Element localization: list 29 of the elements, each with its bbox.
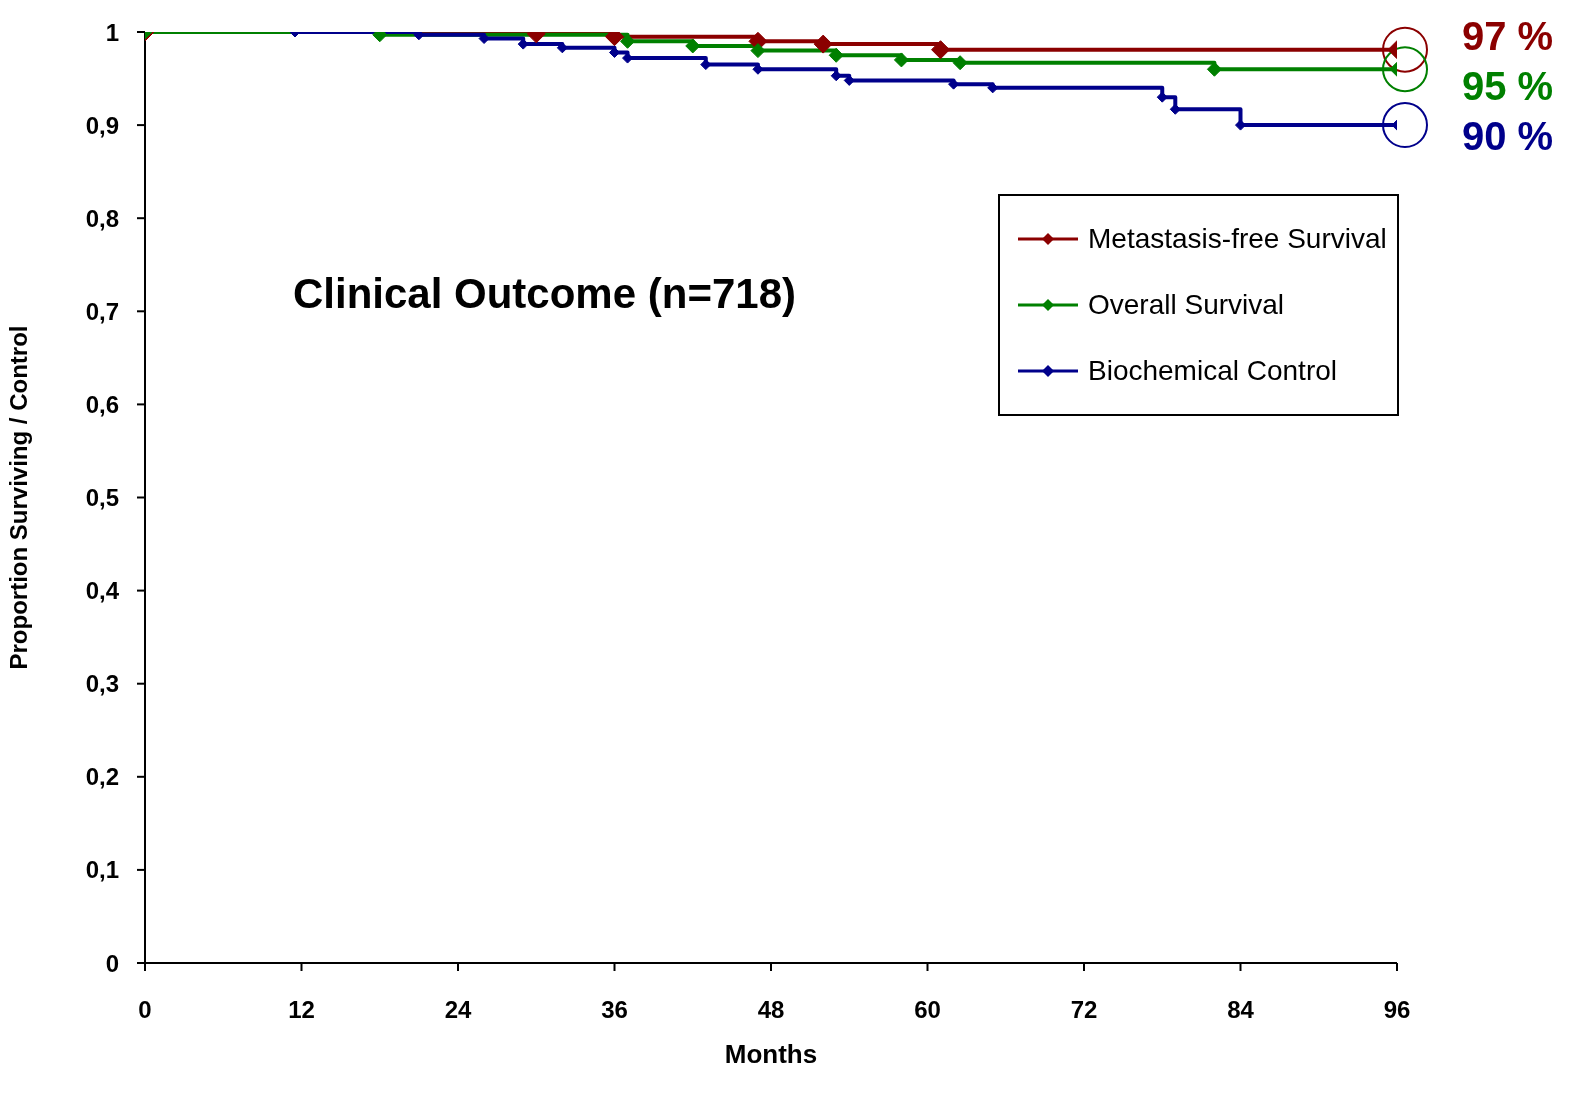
y-tick-label: 0,7 <box>85 297 119 325</box>
y-tick-label: 0,2 <box>85 763 119 791</box>
x-axis-title: Months <box>724 1039 818 1069</box>
y-tick-label: 0,4 <box>85 577 120 605</box>
y-tick-label: 0,5 <box>85 484 119 512</box>
x-tick-label: 12 <box>288 996 315 1024</box>
y-tick-label: 0 <box>105 949 119 977</box>
legend-label: Overall Survival <box>1088 289 1285 321</box>
y-tick-label: 0,1 <box>85 856 119 884</box>
legend-label: Biochemical Control <box>1088 355 1337 387</box>
x-tick-label: 60 <box>914 996 941 1024</box>
text: 90 % <box>1462 114 1554 158</box>
y-axis-title: Proportion Surviving / Control <box>4 325 32 670</box>
x-tick-label: 24 <box>444 996 472 1024</box>
y-tick-label: 1 <box>105 18 119 46</box>
y-tick-label: 0,8 <box>85 204 119 232</box>
text: 95 % <box>1462 64 1554 108</box>
y-tick-label: 0,3 <box>85 670 119 698</box>
y-tick-label: 0,6 <box>85 390 119 418</box>
x-tick-label: 84 <box>1227 996 1255 1024</box>
text: 97 % <box>1462 14 1554 58</box>
x-tick-label: 36 <box>601 996 628 1024</box>
legend-label: Metastasis-free Survival <box>1088 223 1387 255</box>
x-tick-label: 48 <box>757 996 785 1024</box>
y-tick-label: 0,9 <box>85 111 119 139</box>
x-tick-label: 0 <box>138 996 152 1024</box>
x-tick-label: 72 <box>1070 996 1098 1024</box>
x-tick-label: 96 <box>1383 996 1411 1024</box>
text: Clinical Outcome (n=718) <box>293 270 796 318</box>
